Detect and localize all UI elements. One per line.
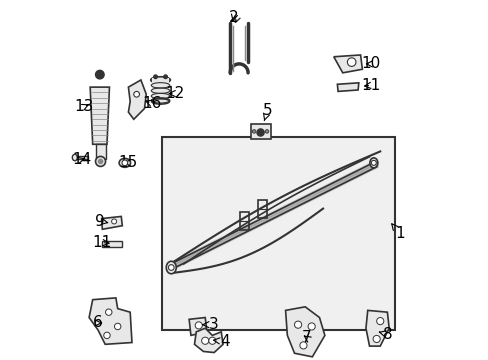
- Text: 3: 3: [203, 317, 219, 332]
- Text: 12: 12: [165, 86, 184, 101]
- Polygon shape: [89, 298, 132, 344]
- Circle shape: [98, 159, 102, 163]
- Text: 11: 11: [361, 78, 380, 93]
- Circle shape: [168, 265, 174, 270]
- Polygon shape: [365, 310, 388, 346]
- Ellipse shape: [151, 99, 169, 104]
- Circle shape: [95, 70, 104, 79]
- Circle shape: [376, 318, 383, 325]
- Text: 14: 14: [72, 152, 91, 167]
- Text: 13: 13: [74, 99, 93, 114]
- Text: 10: 10: [361, 57, 380, 71]
- Text: 4: 4: [213, 334, 229, 349]
- Polygon shape: [333, 55, 362, 73]
- Ellipse shape: [119, 158, 130, 167]
- Circle shape: [346, 58, 355, 66]
- Circle shape: [299, 342, 306, 349]
- Circle shape: [95, 157, 105, 166]
- Circle shape: [252, 130, 255, 133]
- Polygon shape: [337, 83, 358, 91]
- Ellipse shape: [369, 158, 377, 168]
- Polygon shape: [194, 328, 223, 352]
- Circle shape: [105, 309, 112, 315]
- Text: 11: 11: [92, 235, 111, 250]
- Ellipse shape: [150, 77, 170, 83]
- Text: 8: 8: [379, 327, 391, 342]
- Text: 5: 5: [263, 103, 272, 121]
- Circle shape: [111, 219, 116, 224]
- Circle shape: [195, 322, 202, 329]
- Bar: [151, 78, 169, 102]
- Circle shape: [153, 75, 157, 78]
- Circle shape: [208, 337, 216, 344]
- Text: 2: 2: [228, 10, 238, 25]
- Bar: [95, 144, 105, 158]
- Text: 15: 15: [119, 156, 138, 170]
- Bar: [75, 156, 88, 159]
- Bar: [162, 137, 394, 330]
- Bar: [102, 242, 122, 247]
- Circle shape: [370, 160, 376, 165]
- Circle shape: [264, 130, 268, 133]
- Ellipse shape: [166, 261, 176, 274]
- Text: 9: 9: [95, 213, 107, 229]
- Text: 16: 16: [142, 96, 161, 111]
- Polygon shape: [102, 216, 122, 229]
- Circle shape: [122, 160, 127, 166]
- Polygon shape: [285, 307, 324, 357]
- Circle shape: [372, 336, 380, 342]
- Bar: [250, 124, 270, 139]
- Ellipse shape: [72, 154, 77, 161]
- Text: 7: 7: [302, 330, 311, 345]
- Circle shape: [103, 332, 110, 339]
- Circle shape: [163, 75, 167, 78]
- Text: 6: 6: [93, 315, 102, 330]
- Circle shape: [201, 337, 208, 344]
- Bar: [240, 212, 248, 230]
- Circle shape: [114, 323, 121, 330]
- Circle shape: [257, 129, 264, 136]
- Circle shape: [307, 323, 315, 330]
- Polygon shape: [128, 80, 146, 119]
- Polygon shape: [189, 318, 206, 336]
- Polygon shape: [90, 87, 109, 144]
- Circle shape: [294, 321, 301, 328]
- Text: 1: 1: [391, 224, 404, 241]
- Circle shape: [134, 91, 139, 97]
- Bar: [258, 200, 266, 217]
